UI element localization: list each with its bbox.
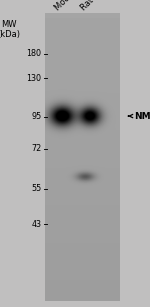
Text: 55: 55 xyxy=(31,184,41,193)
Text: MW
(kDa): MW (kDa) xyxy=(0,20,21,39)
Text: 95: 95 xyxy=(31,112,41,121)
Text: Rat brain: Rat brain xyxy=(80,0,113,12)
Text: NMDAR1: NMDAR1 xyxy=(134,111,150,121)
Text: Mouse brain: Mouse brain xyxy=(53,0,96,12)
Text: 180: 180 xyxy=(26,49,41,58)
Text: 43: 43 xyxy=(31,220,41,229)
Text: 130: 130 xyxy=(26,74,41,83)
Text: 72: 72 xyxy=(31,144,41,154)
